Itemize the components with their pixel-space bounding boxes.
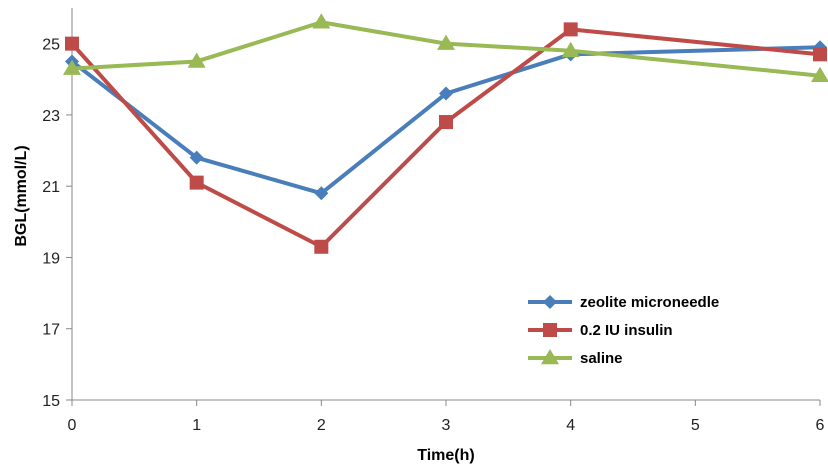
x-tick-label: 1 xyxy=(192,417,201,434)
data-point xyxy=(561,41,580,58)
axes xyxy=(71,8,820,401)
data-point xyxy=(314,239,329,254)
x-tick-label: 4 xyxy=(566,417,575,434)
x-tick-label: 6 xyxy=(816,417,825,434)
y-axis-ticks: 15 17 19 21 23 25 xyxy=(42,37,72,410)
y-tick-label: 25 xyxy=(42,37,60,54)
legend-item: 0.2 IU insulin xyxy=(528,322,673,339)
x-axis-ticks: 0 1 2 3 4 5 6 xyxy=(68,400,825,434)
x-tick-label: 0 xyxy=(68,417,77,434)
y-tick-label: 19 xyxy=(42,250,60,267)
y-tick-label: 23 xyxy=(42,108,60,125)
series-layer xyxy=(63,13,828,254)
legend-swatch-marker xyxy=(543,323,557,337)
data-point xyxy=(563,22,578,37)
legend-swatch-marker xyxy=(541,349,559,365)
data-point xyxy=(439,86,453,101)
data-point xyxy=(314,186,329,201)
data-point xyxy=(65,36,79,51)
data-point xyxy=(187,52,206,68)
x-tick-label: 5 xyxy=(691,417,700,434)
legend-item: zeolite microneedle xyxy=(528,294,719,311)
series-saline xyxy=(63,13,828,83)
x-axis-title: Time(h) xyxy=(417,447,474,464)
y-tick-label: 15 xyxy=(42,393,60,410)
data-point xyxy=(189,150,204,165)
data-point xyxy=(437,34,455,50)
legend: zeolite microneedle 0.2 IU insulin saline xyxy=(528,294,719,367)
series-line xyxy=(71,20,821,78)
data-point xyxy=(813,47,827,62)
data-point xyxy=(189,175,204,190)
data-point xyxy=(312,13,331,29)
data-point xyxy=(63,59,81,75)
legend-label: zeolite microneedle xyxy=(580,294,719,311)
data-point xyxy=(811,66,828,83)
legend-item: saline xyxy=(528,349,623,367)
y-tick-label: 17 xyxy=(42,322,60,339)
data-point xyxy=(439,115,453,130)
legend-swatch-marker xyxy=(543,295,557,309)
series-0-2-iu-insulin xyxy=(65,22,827,254)
series-line xyxy=(70,27,821,249)
y-tick-label: 21 xyxy=(42,179,60,196)
legend-label: saline xyxy=(580,350,623,367)
legend-label: 0.2 IU insulin xyxy=(580,322,673,339)
y-axis-title: BGL(mmol/L) xyxy=(13,145,30,246)
x-tick-label: 3 xyxy=(442,417,451,434)
x-tick-label: 2 xyxy=(317,417,326,434)
